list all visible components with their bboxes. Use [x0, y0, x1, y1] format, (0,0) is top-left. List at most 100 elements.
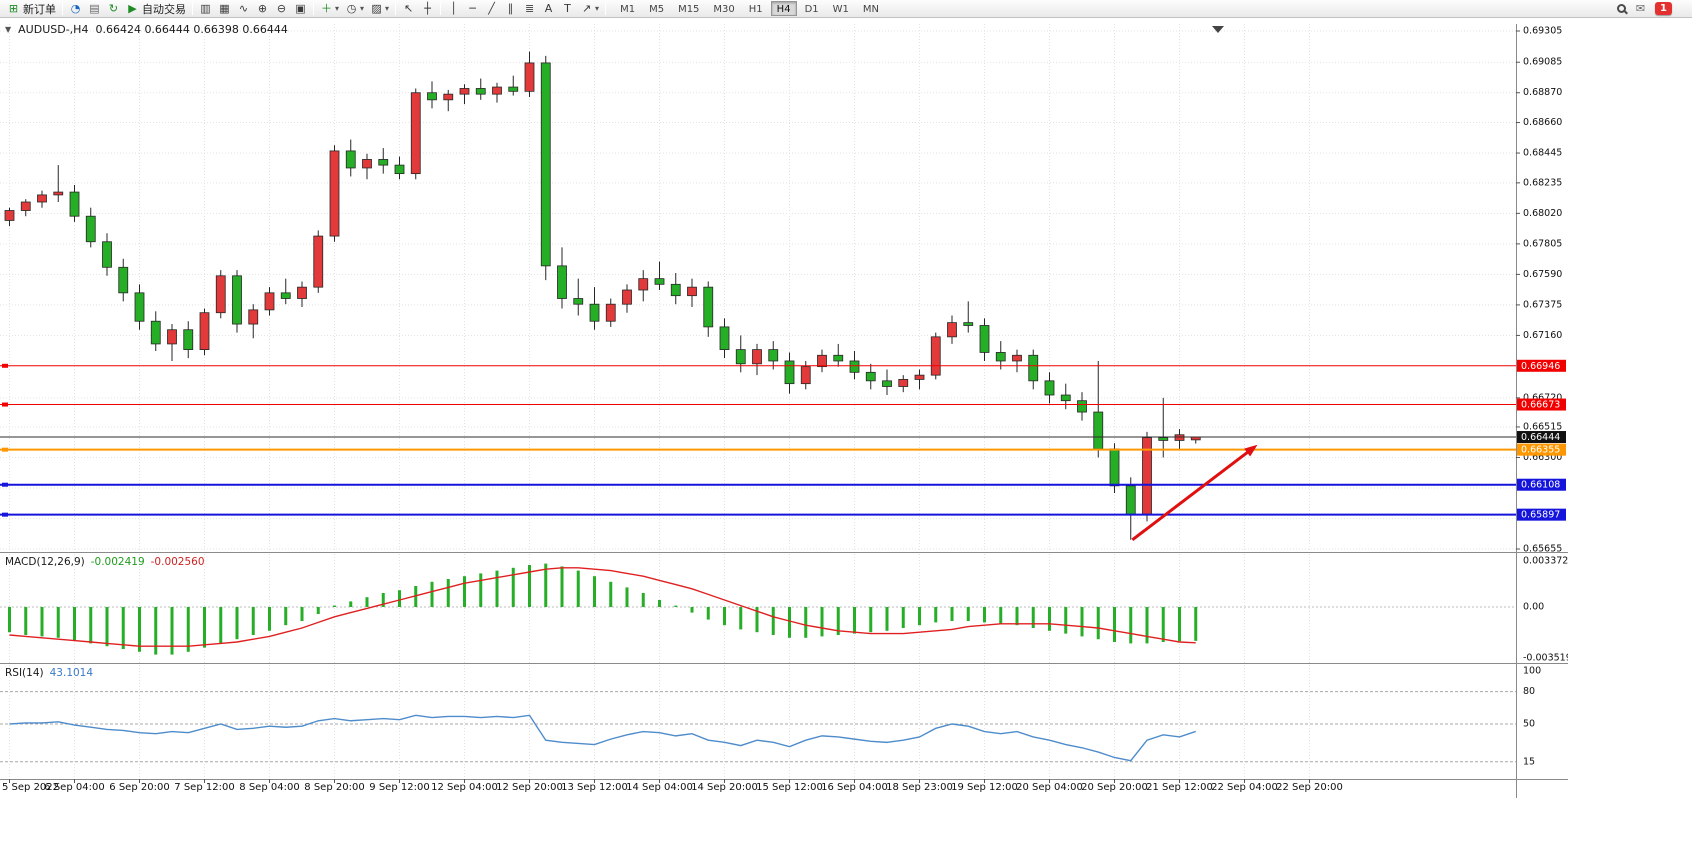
- svg-text:0.66108: 0.66108: [1521, 480, 1560, 491]
- macd-histogram-bar: [820, 607, 824, 637]
- candle: [914, 374, 925, 380]
- price-badge: 0.66108: [1517, 478, 1566, 491]
- timeframe-button-m30[interactable]: M30: [713, 4, 735, 15]
- candle: [557, 265, 567, 299]
- tile-windows-button[interactable]: ▣: [291, 1, 310, 17]
- trend-arrow[interactable]: [1131, 444, 1258, 541]
- timeframe-button-mn[interactable]: MN: [862, 4, 879, 15]
- candle: [654, 278, 665, 285]
- chevron-down-icon: ▾: [385, 4, 390, 13]
- macd-histogram-bar: [1080, 607, 1084, 637]
- macd-histogram-bar: [934, 607, 938, 623]
- data-window-button[interactable]: ▤: [85, 1, 104, 17]
- candle: [508, 86, 519, 92]
- candle: [930, 336, 941, 376]
- timeframe-button-h4[interactable]: H4: [770, 1, 797, 16]
- macd-histogram-bar: [121, 607, 125, 649]
- periods-button[interactable]: ◷ ▾: [342, 1, 367, 17]
- macd-histogram-bar: [723, 607, 726, 626]
- equidistant-channel-button[interactable]: ∥: [501, 1, 520, 17]
- toolbar-buttons: ⊞ 新订单 ◔ ▤ ↻ ▶ 自动交易 ▥ ▦ ∿ ⊕ ⊖ ▣ ＋ ▾ ◷ ▾ ▨ ▾ ↖ ┼ │ ─ ╱ ∥ ≣ A T ↗ ▾: [4, 0, 609, 18]
- macd-histogram-bar: [1096, 607, 1100, 640]
- macd-histogram-bar: [706, 607, 710, 620]
- fibonacci-button[interactable]: ≣: [520, 1, 539, 17]
- candle: [459, 88, 470, 95]
- chevron-down-icon: ▾: [595, 4, 600, 13]
- new-order-button[interactable]: ⊞ 新订单: [4, 1, 59, 17]
- candles: [4, 51, 1201, 540]
- crosshair-icon: ┼: [424, 2, 431, 15]
- time-axis-label: 18 Sep 23:00: [886, 782, 953, 793]
- line-handle[interactable]: [2, 402, 8, 407]
- timeframe-button-m15[interactable]: M15: [678, 4, 700, 15]
- candle: [232, 275, 242, 325]
- time-axis-label: 16 Sep 04:00: [821, 782, 888, 793]
- candle: [605, 303, 616, 322]
- timeframe-button-w1[interactable]: W1: [832, 4, 849, 15]
- macd-histogram-bar: [1015, 607, 1019, 626]
- vertical-line-button[interactable]: │: [444, 1, 463, 17]
- bars-mode-button[interactable]: ▥: [196, 1, 215, 17]
- refresh-button[interactable]: ↻: [104, 1, 123, 17]
- price-scale-label: -0.003519: [1523, 653, 1568, 664]
- candle: [362, 159, 372, 169]
- vertical-line-icon: │: [450, 2, 457, 15]
- notification-badge[interactable]: 1: [1655, 2, 1672, 15]
- chart-shift-marker[interactable]: [1212, 26, 1224, 33]
- price-scale-label: 0.67160: [1523, 330, 1562, 341]
- line-mode-button[interactable]: ∿: [234, 1, 253, 17]
- macd-histogram-bar: [268, 607, 271, 631]
- candles-mode-icon: ▦: [219, 2, 230, 15]
- macd-histogram-bar: [1178, 607, 1181, 642]
- macd-histogram-bar: [885, 607, 889, 631]
- horizontal-line-button[interactable]: ─: [463, 1, 482, 17]
- new-order-icon: ⊞: [8, 2, 19, 15]
- line-handle[interactable]: [2, 447, 8, 452]
- price-scale[interactable]: 0.69305 0.69085 0.68870 0.68660 0.68445 0.682…: [1516, 24, 1568, 798]
- line-handle[interactable]: [2, 482, 8, 487]
- zoom-out-button[interactable]: ⊖: [272, 1, 291, 17]
- market-watch-button[interactable]: ◔: [66, 1, 85, 17]
- macd-histogram-bar: [235, 607, 239, 640]
- cursor-button[interactable]: ↖: [399, 1, 418, 17]
- price-scale-label: 0.68235: [1523, 177, 1562, 188]
- text-button[interactable]: A: [539, 1, 558, 17]
- mail-icon[interactable]: ✉: [1635, 2, 1646, 15]
- candle: [492, 86, 502, 95]
- candles-mode-button[interactable]: ▦: [215, 1, 234, 17]
- arrows-button[interactable]: ↗ ▾: [577, 1, 602, 17]
- macd-histogram-bar: [544, 563, 548, 607]
- line-handle[interactable]: [2, 512, 8, 517]
- templates-button[interactable]: ▨ ▾: [367, 1, 392, 17]
- one-click-trading-toggle[interactable]: ▼: [5, 25, 12, 34]
- line-handle[interactable]: [2, 363, 8, 368]
- macd-histogram-bar: [73, 607, 76, 641]
- crosshair-button[interactable]: ┼: [418, 1, 437, 17]
- timeframe-button-m5[interactable]: M5: [649, 4, 665, 15]
- chart-canvas[interactable]: 0.69305 0.69085 0.68870 0.68660 0.68445 0.682…: [0, 18, 1568, 798]
- search-icon[interactable]: [1617, 4, 1627, 13]
- toolbar-separator: [62, 2, 63, 15]
- auto-trading-button[interactable]: ▶ 自动交易: [123, 1, 189, 17]
- indicators-button[interactable]: ＋ ▾: [317, 1, 342, 17]
- trendline-icon: ╱: [488, 2, 495, 15]
- macd-histogram-bar: [739, 607, 743, 630]
- market-watch-icon: ◔: [70, 2, 81, 15]
- zoom-in-button[interactable]: ⊕: [253, 1, 272, 17]
- timeframe-button-m1[interactable]: M1: [620, 4, 636, 15]
- trendline-button[interactable]: ╱: [482, 1, 501, 17]
- candle: [1158, 437, 1169, 441]
- timeframe-button-h1[interactable]: H1: [748, 4, 763, 15]
- time-axis-label: 9 Sep 12:00: [369, 782, 429, 793]
- toolbar-right: ✉ 1: [1617, 1, 1688, 16]
- timeframe-button-d1[interactable]: D1: [804, 4, 819, 15]
- candle: [768, 349, 779, 362]
- candle: [4, 210, 15, 221]
- text-label-button[interactable]: T: [558, 1, 577, 17]
- candle: [995, 352, 1006, 362]
- price-badge: 0.66946: [1517, 359, 1566, 372]
- time-axis-label: 12 Sep 20:00: [496, 782, 563, 793]
- time-axis-label: 22 Sep 04:00: [1211, 782, 1278, 793]
- candle: [670, 283, 681, 297]
